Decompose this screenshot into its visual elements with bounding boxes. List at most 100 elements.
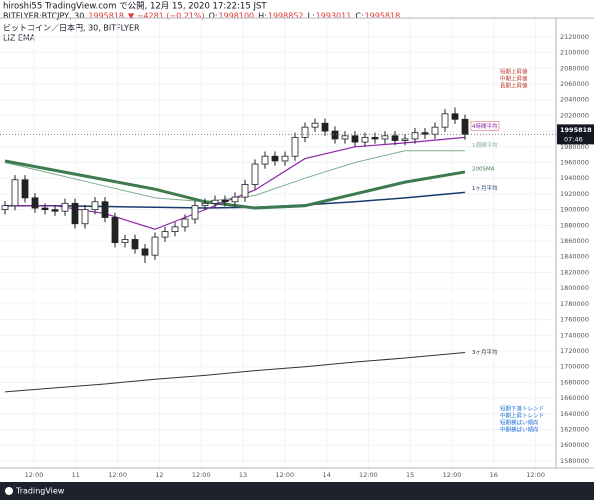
y-tick-label: 1920000 <box>560 190 589 198</box>
candle-body <box>411 132 419 140</box>
x-tick-label: 11 <box>72 471 80 479</box>
x-tick-label: 13 <box>239 471 247 479</box>
series-label: 200SMA <box>472 166 495 172</box>
x-tick-label: 15 <box>406 471 414 479</box>
series-label: 1週間平均 <box>472 141 498 149</box>
y-tick-label: 1700000 <box>560 363 589 371</box>
note-blue: 短期下落トレンド <box>500 405 544 413</box>
x-tick-label: 12:00 <box>526 471 545 479</box>
candle-body <box>301 126 309 138</box>
candle-body <box>261 155 269 165</box>
y-tick-label: 1640000 <box>560 410 589 418</box>
y-tick-label: 1600000 <box>560 441 589 449</box>
candle-body <box>281 155 289 162</box>
candle-body <box>191 205 199 220</box>
candle-body <box>121 239 129 244</box>
x-tick-label: 12:00 <box>359 471 378 479</box>
moving-average <box>5 191 466 209</box>
y-tick-label: 1680000 <box>560 378 589 386</box>
x-tick-label: 12:00 <box>108 471 127 479</box>
candle-body <box>461 118 469 135</box>
moving-average <box>4 352 466 393</box>
y-tick-label: 1900000 <box>560 206 589 214</box>
y-tick-label: 1880000 <box>560 221 589 229</box>
candle-body <box>271 155 279 162</box>
candle-body <box>451 113 459 120</box>
candle-body <box>201 202 209 207</box>
ohlc-value: 1998852 <box>268 12 304 21</box>
change: ▼ −4281 (−0.21%) <box>128 12 205 21</box>
candle-body <box>291 136 299 157</box>
x-tick-label: 12:00 <box>192 471 211 479</box>
candle-body <box>361 136 369 143</box>
candle-body <box>171 226 179 233</box>
y-tick-label: 1660000 <box>560 394 589 402</box>
candle-body <box>241 184 249 198</box>
countdown: 07:46 <box>564 135 583 143</box>
symbol: BITFLYER:BTCJPY, 30 <box>3 12 84 21</box>
series-label: 4時間平均 <box>472 122 498 130</box>
candle-body <box>391 135 399 141</box>
candle-body <box>401 138 409 141</box>
candle-body <box>71 202 79 225</box>
y-tick-label: 1840000 <box>560 253 589 261</box>
legend-symbol: ビットコイン／日本円, 30, BITFLYER <box>3 23 140 33</box>
logo <box>5 487 13 495</box>
y-tick-label: 1820000 <box>560 268 589 276</box>
candle-body <box>211 199 219 204</box>
ohlc-label: O: <box>209 12 218 21</box>
candle-body <box>421 132 429 135</box>
moving-average <box>4 150 465 203</box>
ohlc-label: H: <box>258 12 267 21</box>
legend-indicator: LIZ EMA <box>3 34 36 43</box>
candle-body <box>101 201 109 218</box>
price: 1995818 <box>88 12 124 21</box>
candle-body <box>51 209 59 212</box>
y-tick-label: 1800000 <box>560 284 589 292</box>
x-tick-label: 14 <box>322 471 330 479</box>
y-tick-label: 2120000 <box>560 33 589 41</box>
candle-body <box>441 113 449 128</box>
note-blue: 中期上昇トレンド <box>500 412 544 420</box>
candle-body <box>221 199 229 203</box>
y-tick-label: 1780000 <box>560 300 589 308</box>
series-label: 1ヶ月平均 <box>472 184 498 192</box>
y-tick-label: 2100000 <box>560 49 589 57</box>
candle-body <box>381 135 389 140</box>
y-tick-label: 1620000 <box>560 426 589 434</box>
footer-brand: TradingView <box>15 487 65 496</box>
ohlc-label: L: <box>308 12 315 21</box>
ohlc-value: 1998100 <box>219 12 255 21</box>
y-tick-label: 2080000 <box>560 64 589 72</box>
label-box <box>470 121 500 131</box>
candle-body <box>81 209 89 225</box>
x-tick-label: 12 <box>155 471 163 479</box>
ohlc-label: C: <box>355 12 363 21</box>
y-tick-label: 1760000 <box>560 316 589 324</box>
header-line: hiroshi55 TradingView.com で公開, 12月 15, 2… <box>3 2 267 12</box>
y-tick-label: 1720000 <box>560 347 589 355</box>
x-tick-label: 12:00 <box>275 471 294 479</box>
candle-body <box>21 179 29 199</box>
note-red: 中期上昇値 <box>500 75 528 83</box>
candle-body <box>141 248 149 256</box>
candle-body <box>41 207 49 211</box>
footer-bar <box>0 482 594 500</box>
candle-body <box>431 126 439 135</box>
candle-body <box>1 205 9 211</box>
candle-body <box>31 197 39 209</box>
candle-body <box>91 201 99 211</box>
candle-body <box>161 231 169 238</box>
moving-average <box>4 159 466 210</box>
ohlc-value: 1993011 <box>316 12 352 21</box>
y-tick-label: 1860000 <box>560 237 589 245</box>
candle-body <box>311 122 319 128</box>
candle-body <box>231 196 239 203</box>
x-tick-label: 12:00 <box>25 471 44 479</box>
note-blue: 中期横ばい傾向 <box>500 426 539 434</box>
y-tick-label: 1740000 <box>560 331 589 339</box>
y-tick-label: 2040000 <box>560 96 589 104</box>
series-label: 3ヶ月平均 <box>472 348 498 356</box>
